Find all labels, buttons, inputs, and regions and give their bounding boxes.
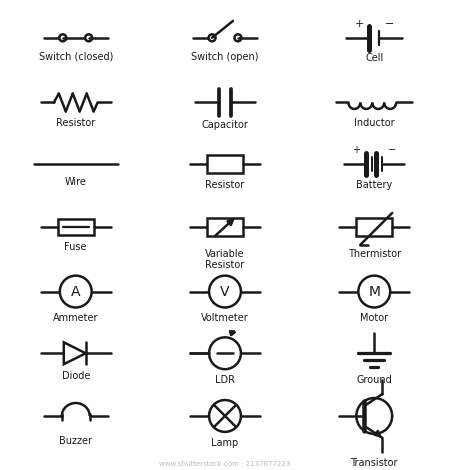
Circle shape [209, 34, 216, 41]
Text: +: + [355, 19, 364, 29]
Text: Inductor: Inductor [354, 118, 395, 128]
Text: Ground: Ground [356, 375, 392, 385]
Text: Switch (closed): Switch (closed) [39, 52, 113, 62]
Text: A: A [71, 284, 81, 298]
Text: Lamp: Lamp [212, 438, 239, 448]
Circle shape [209, 275, 241, 307]
Text: Voltmeter: Voltmeter [201, 313, 249, 323]
Circle shape [358, 275, 390, 307]
Text: Cell: Cell [365, 53, 383, 63]
Text: V: V [220, 284, 230, 298]
Bar [58, 219, 94, 235]
Text: −: − [384, 19, 394, 29]
Text: Variable
Resistor: Variable Resistor [205, 249, 245, 270]
Text: LDR: LDR [215, 375, 235, 385]
Text: Transistor: Transistor [351, 458, 398, 468]
Text: Switch (open): Switch (open) [191, 52, 259, 62]
Text: Motor: Motor [360, 313, 388, 323]
Text: Resistor: Resistor [205, 180, 245, 190]
Text: +: + [352, 145, 360, 155]
Text: Fuse: Fuse [64, 242, 87, 252]
Text: −: − [388, 145, 396, 155]
Polygon shape [64, 342, 86, 364]
Text: Battery: Battery [356, 180, 392, 190]
Text: Thermistor: Thermistor [348, 249, 401, 259]
Circle shape [85, 34, 92, 41]
Circle shape [209, 337, 241, 369]
Bar [207, 218, 243, 236]
Text: Capacitor: Capacitor [202, 120, 248, 130]
Circle shape [59, 34, 66, 41]
Text: Buzzer: Buzzer [59, 436, 92, 446]
Circle shape [234, 34, 241, 41]
Circle shape [60, 275, 92, 307]
Text: M: M [368, 284, 380, 298]
Text: Diode: Diode [62, 371, 90, 381]
Text: www.shutterstock.com · 2137677223: www.shutterstock.com · 2137677223 [159, 461, 291, 467]
Bar [207, 155, 243, 173]
Bar [356, 218, 392, 236]
Text: Wire: Wire [65, 177, 87, 187]
Circle shape [209, 400, 241, 432]
Circle shape [356, 398, 392, 434]
Text: Resistor: Resistor [56, 118, 95, 128]
Text: Ammeter: Ammeter [53, 313, 99, 323]
